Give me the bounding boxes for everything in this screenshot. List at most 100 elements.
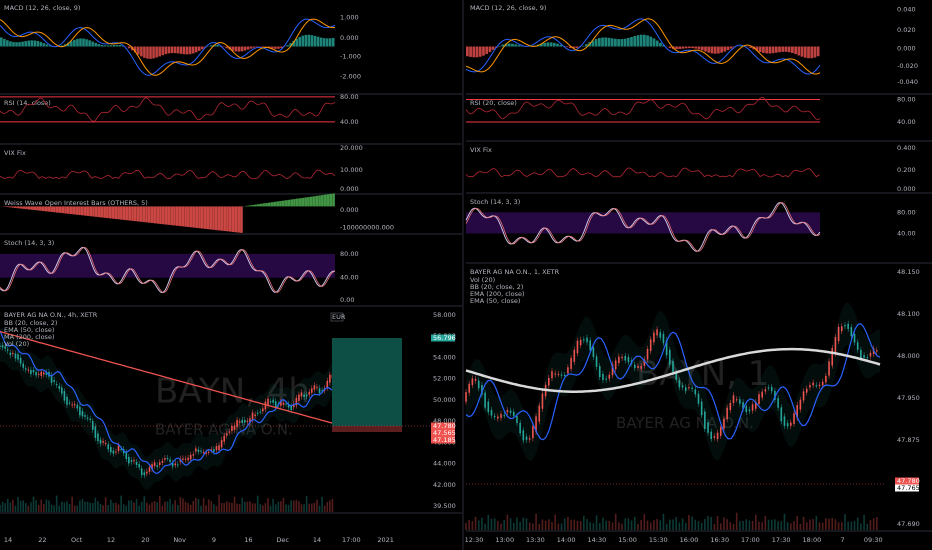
candle [557, 373, 560, 375]
candle [300, 392, 303, 397]
candle [691, 387, 693, 389]
wave-bar [181, 206, 185, 227]
volume-bar [621, 523, 623, 530]
wave-bar [39, 206, 42, 211]
candle [311, 388, 313, 393]
wave-bar [315, 195, 319, 207]
candle [120, 449, 122, 451]
candle [133, 460, 135, 462]
histogram-bar [216, 45, 219, 47]
panel-title: RSI (14, close) [4, 99, 51, 107]
wave-bar [279, 201, 282, 207]
candle [223, 435, 225, 442]
candle [27, 369, 30, 371]
wave-bar [164, 206, 168, 225]
volume-bar [323, 505, 326, 512]
histogram-bar [568, 46, 572, 48]
volume-bar [298, 501, 300, 512]
candle [228, 431, 231, 433]
candle [821, 381, 824, 386]
volume-bar [840, 522, 843, 530]
histogram-bar [652, 38, 656, 47]
watermark: BAYN, 4h [155, 372, 310, 412]
axis-label: 0.200 [897, 166, 916, 174]
volume-bar [326, 502, 329, 512]
candle [541, 393, 544, 409]
histogram-bar [704, 46, 707, 52]
volume-bar [249, 501, 251, 512]
histogram-bar [466, 46, 469, 57]
histogram-bar [552, 42, 556, 47]
wave-bar [214, 206, 218, 231]
wave-bar [198, 206, 201, 229]
candle [254, 414, 256, 417]
wave-bar [245, 205, 249, 207]
stoch-d [0, 246, 336, 293]
volume-bar [672, 519, 674, 530]
histogram-bar [662, 44, 666, 47]
ema-line [0, 330, 336, 475]
volume-bar [94, 497, 97, 512]
histogram-bar [694, 46, 698, 49]
candle [474, 378, 477, 381]
wave-bar [173, 206, 176, 226]
candle [602, 373, 604, 380]
candle [89, 418, 91, 420]
volume-bar [605, 520, 607, 530]
histogram-bar [710, 46, 714, 54]
histogram-bar [73, 39, 76, 47]
histogram-bar [161, 46, 164, 56]
candle [161, 460, 164, 463]
volume-bar [267, 498, 269, 512]
volume-bar [583, 515, 585, 530]
candle [742, 402, 744, 409]
candle [84, 415, 86, 417]
histogram-bar [810, 46, 814, 59]
histogram-bar [771, 46, 775, 54]
time-axis-label: 15:00 [618, 536, 637, 544]
volume-bar [541, 519, 544, 530]
candle [860, 349, 862, 359]
candle [653, 332, 655, 343]
candle [200, 450, 202, 452]
candle [68, 402, 71, 404]
volume-bar [290, 500, 292, 512]
axis-label: 0.000 [897, 44, 916, 52]
candle [621, 356, 623, 359]
volume-bar [802, 516, 805, 530]
candle [32, 369, 35, 373]
volume-bar [688, 515, 690, 530]
volume-bar [71, 496, 73, 512]
histogram-bar [179, 46, 183, 54]
candle [246, 420, 249, 422]
histogram-bar [48, 45, 52, 47]
candle [115, 451, 117, 453]
candle [777, 398, 779, 408]
histogram-bar [24, 41, 27, 47]
wave-bar [19, 206, 23, 209]
volume-bar [576, 520, 579, 530]
histogram-bar [182, 46, 186, 55]
candle [174, 463, 177, 466]
wave-bar [304, 197, 307, 207]
candle [207, 451, 210, 453]
time-axis-label: 18:00 [802, 536, 821, 544]
ma-line [465, 347, 881, 393]
candle [140, 468, 143, 475]
volume-bar [58, 505, 61, 512]
price-axis-label: 47.875 [897, 436, 920, 444]
histogram-bar [723, 46, 727, 52]
wave-bar [201, 206, 204, 229]
histogram-bar [498, 45, 501, 47]
axis-label: 20.000 [340, 144, 363, 152]
histogram-bar [591, 40, 595, 47]
candle [796, 405, 798, 419]
histogram-bar [155, 46, 158, 58]
histogram-bar [21, 41, 24, 47]
candle [669, 349, 671, 365]
volume-bar [818, 522, 821, 530]
candle [493, 415, 496, 418]
wave-bar [268, 202, 271, 207]
volume-bar [86, 501, 89, 512]
volume-bar [158, 495, 161, 512]
